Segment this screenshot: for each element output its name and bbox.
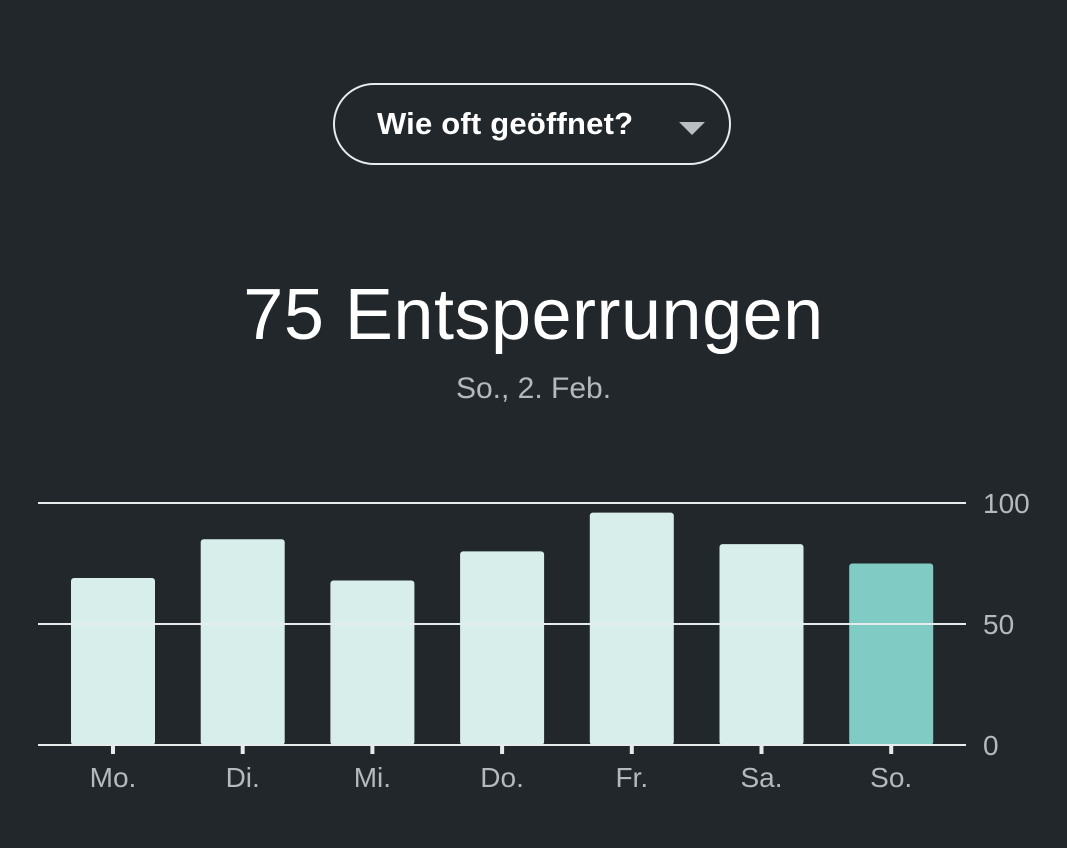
- y-tick-label-50: 50: [983, 609, 1014, 640]
- x-tick-label-sa: Sa.: [740, 762, 782, 793]
- x-tick-mark: [629, 745, 634, 754]
- y-tick-label-0: 0: [983, 730, 999, 761]
- bar-mo[interactable]: [71, 578, 155, 745]
- unlock-count-headline: 75 Entsperrungen: [243, 275, 824, 355]
- bar-sa[interactable]: [719, 544, 804, 745]
- x-tick-mark: [111, 745, 115, 754]
- x-tick-label-mi: Mi.: [354, 762, 391, 793]
- metric-dropdown-label: Wie oft geöffnet?: [377, 106, 634, 141]
- metric-dropdown[interactable]: Wie oft geöffnet?: [333, 83, 731, 165]
- bar-di[interactable]: [200, 539, 285, 745]
- x-tick-label-di: Di.: [226, 762, 260, 793]
- bar-do[interactable]: [460, 551, 545, 745]
- x-tick-mark: [889, 745, 894, 754]
- x-tick-mark: [500, 745, 505, 754]
- x-tick-mark: [370, 745, 375, 754]
- x-tick-label-do: Do.: [480, 762, 524, 793]
- bar-fr[interactable]: [589, 512, 674, 745]
- chevron-down-icon: [679, 122, 705, 135]
- bar-mi[interactable]: [330, 580, 415, 745]
- selected-date: So., 2. Feb.: [455, 372, 612, 405]
- bar-so[interactable]: [849, 563, 934, 746]
- x-tick-label-so: So.: [870, 762, 912, 793]
- unlocks-bar-chart: 0 50 100 Mo. Di. Mi. Do. Fr. Sa. So.: [38, 488, 1030, 793]
- x-tick-label-mo: Mo.: [90, 762, 137, 793]
- x-tick-mark: [240, 745, 245, 754]
- x-tick-mark: [759, 745, 764, 754]
- x-tick-label-fr: Fr.: [615, 762, 648, 793]
- y-tick-label-100: 100: [983, 488, 1030, 519]
